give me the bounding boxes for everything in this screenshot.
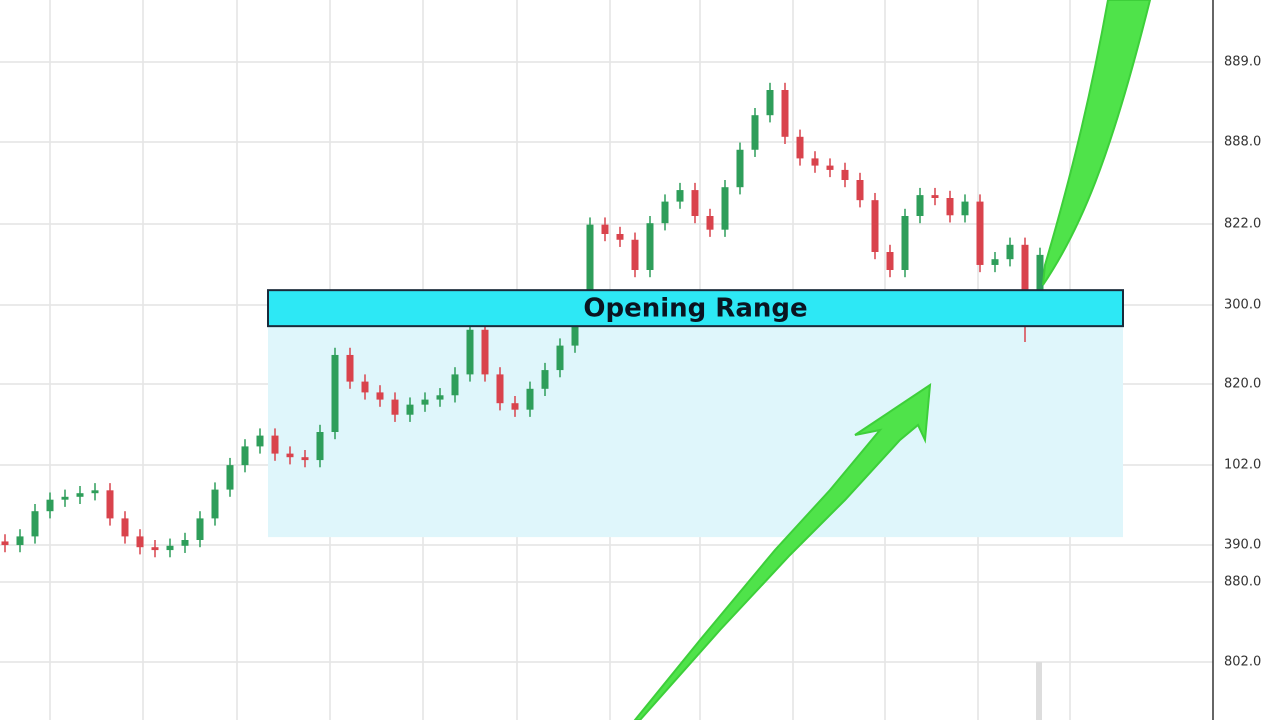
candle-body — [211, 489, 219, 519]
candle-body — [121, 518, 129, 537]
candle-body — [451, 374, 459, 396]
candle-body — [91, 490, 99, 494]
candles — [1, 82, 1044, 558]
candle-body — [346, 354, 354, 382]
candle-body — [256, 435, 264, 447]
candle-body — [241, 446, 249, 466]
candle-body — [916, 195, 924, 216]
candle-body — [766, 90, 774, 116]
candle-body — [661, 201, 669, 224]
y-axis-label: 880.0 — [1224, 575, 1261, 590]
candle-body — [76, 493, 84, 497]
y-axis-label: 102.0 — [1224, 458, 1261, 473]
candle-body — [856, 180, 864, 201]
candle-body — [886, 252, 894, 270]
y-axis-label: 820.0 — [1224, 377, 1261, 392]
candle-body — [196, 518, 204, 540]
candle-body — [331, 354, 339, 432]
opening-range-zone — [268, 326, 1123, 538]
opening-range-band: Opening Range — [267, 289, 1124, 328]
candle-body — [721, 187, 729, 230]
candle-body — [976, 201, 984, 265]
candle-body — [931, 195, 939, 198]
candle-body — [751, 115, 759, 150]
y-axis-label: 888.0 — [1224, 135, 1261, 150]
candle-body — [571, 316, 579, 346]
candle-body — [226, 465, 234, 490]
candle-body — [631, 239, 639, 270]
volume-bar — [1036, 662, 1042, 720]
candle-body — [61, 496, 69, 500]
candle-body — [871, 200, 879, 252]
candle-body — [991, 259, 999, 265]
candle-body — [946, 198, 954, 216]
candle-body — [286, 453, 294, 458]
candle-body — [586, 224, 594, 317]
candle-body — [796, 136, 804, 159]
arrow — [633, 383, 932, 720]
opening-range-zone — [268, 326, 1123, 538]
y-axis-label: 822.0 — [1224, 217, 1261, 232]
candle-body — [16, 536, 24, 546]
candle-body — [541, 370, 549, 389]
candle-body — [961, 201, 969, 216]
candle-body — [406, 404, 414, 415]
candle-body — [31, 511, 39, 537]
candle-body — [481, 329, 489, 375]
y-axis-label: 889.0 — [1224, 55, 1261, 70]
candle-body — [781, 90, 789, 137]
candle-body — [496, 374, 504, 404]
candle-body — [811, 158, 819, 166]
candle-body — [166, 545, 174, 551]
candle-body — [841, 169, 849, 180]
candle-body — [391, 399, 399, 415]
candle-body — [271, 435, 279, 454]
candle-body — [646, 223, 654, 270]
candle-body — [46, 499, 54, 512]
candle-body — [316, 432, 324, 461]
candle-body — [151, 547, 159, 551]
candle-body — [1006, 244, 1014, 260]
candle-body — [136, 536, 144, 548]
candle-body — [1021, 244, 1029, 320]
candle-body — [556, 345, 564, 371]
candle-body — [616, 234, 624, 240]
candle-body — [301, 457, 309, 461]
candle-body — [736, 149, 744, 188]
candle-body — [106, 490, 114, 519]
opening-range-box — [267, 289, 1124, 328]
candle-body — [826, 165, 834, 170]
candle-body — [1036, 254, 1044, 320]
candle-body — [676, 190, 684, 202]
candle-body — [1, 541, 9, 546]
candle-body — [901, 216, 909, 270]
candle-body — [421, 399, 429, 405]
candle-body — [436, 395, 444, 400]
arrow — [1042, 0, 1152, 286]
y-axis-label: 390.0 — [1224, 538, 1261, 553]
candle-body — [601, 224, 609, 234]
y-axis-labels: 889.0 888.0 822.0 300.0 820.0 102.0 390.0 880.0… — [1224, 55, 1261, 670]
candle-body — [526, 388, 534, 410]
candle-body — [376, 392, 384, 400]
candle-body — [511, 403, 519, 410]
y-axis-label: 802.0 — [1224, 655, 1261, 670]
y-axis-label: 300.0 — [1224, 298, 1261, 313]
candle-body — [181, 540, 189, 546]
candle-body — [361, 381, 369, 393]
candle-body — [706, 216, 714, 230]
opening-range-label: Opening Range — [583, 294, 807, 324]
candle-body — [691, 190, 699, 216]
candle-body — [466, 329, 474, 375]
